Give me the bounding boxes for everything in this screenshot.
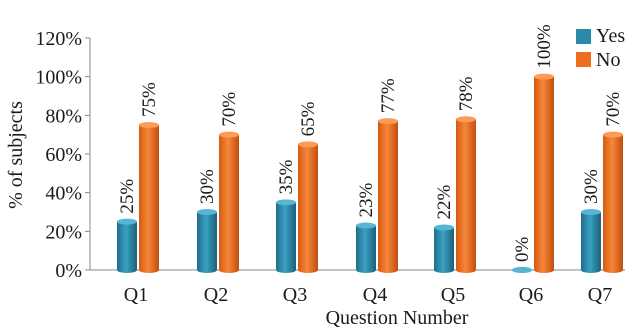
bar-no-q2 [219, 131, 239, 273]
y-tick-label: 40% [45, 183, 82, 205]
x-tick-label: Q3 [283, 284, 307, 306]
bar-no-q3 [298, 141, 318, 273]
legend-swatch-yes [576, 29, 591, 44]
x-tick-label: Q4 [363, 284, 387, 306]
x-tick-label: Q1 [124, 284, 148, 306]
x-tick-label: Q2 [204, 284, 228, 306]
bar-no-q7 [603, 131, 623, 273]
legend-label-yes: Yes [596, 25, 625, 47]
bar-yes-q6 [512, 267, 532, 273]
x-tick-label: Q5 [441, 284, 465, 306]
data-label: 78% [456, 76, 477, 111]
bar-yes-q5 [434, 224, 454, 273]
data-label: 77% [378, 78, 399, 113]
data-label: 25% [117, 179, 138, 214]
data-label: 0% [512, 237, 533, 263]
data-label: 70% [603, 92, 624, 127]
x-axis-title: Question Number [326, 307, 469, 329]
bar-yes-q2 [197, 209, 217, 273]
bar-no-q1 [139, 122, 159, 273]
data-label: 35% [276, 159, 297, 194]
data-label: 100% [534, 24, 555, 69]
y-tick-label: 100% [35, 67, 82, 89]
y-tick-label: 80% [45, 105, 82, 127]
y-axis-title: % of subjects [5, 101, 27, 209]
y-tick-label: 20% [45, 221, 82, 243]
data-label: 75% [139, 82, 160, 117]
legend-swatch-no [576, 52, 591, 67]
x-tick-label: Q7 [588, 284, 612, 306]
data-label: 70% [219, 92, 240, 127]
bar-no-q4 [378, 118, 398, 273]
data-label: 30% [197, 169, 218, 204]
bar-yes-q4 [356, 222, 376, 273]
data-label: 23% [356, 183, 377, 218]
y-tick-label: 0% [55, 260, 82, 282]
bar-no-q5 [456, 116, 476, 273]
data-label: 65% [298, 101, 319, 136]
legend-label-no: No [596, 49, 620, 71]
bar-yes-q1 [117, 218, 137, 273]
bar-yes-q7 [581, 209, 601, 273]
y-tick-label: 120% [35, 28, 82, 50]
bar-yes-q3 [276, 199, 296, 273]
data-label: 22% [434, 184, 455, 219]
data-label: 30% [581, 169, 602, 204]
legend: Yes No [576, 25, 625, 71]
x-tick-label: Q6 [519, 284, 543, 306]
y-tick-label: 60% [45, 144, 82, 166]
bar-no-q6 [534, 73, 554, 273]
